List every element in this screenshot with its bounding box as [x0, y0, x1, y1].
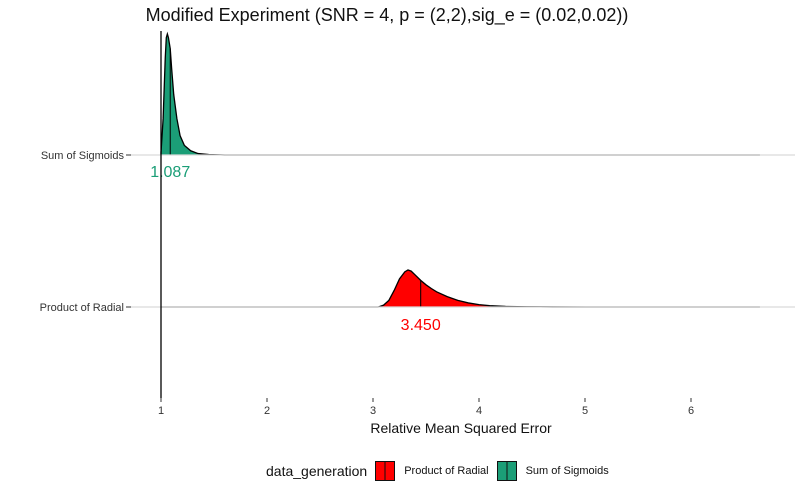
x-tick-label-1: 1: [158, 405, 164, 417]
x-tick-label-3: 3: [370, 405, 376, 417]
legend-label-product-of-radial: Product of Radial: [404, 465, 489, 477]
x-axis-title: Relative Mean Squared Error: [370, 420, 552, 436]
median-label-product-of-radial: 3.450: [401, 317, 441, 334]
x-tick-label-6: 6: [688, 405, 694, 417]
x-tick-label-2: 2: [264, 405, 270, 417]
density-outline-sum-of-sigmoids: [160, 31, 760, 156]
legend-key-product-of-radial: [375, 461, 396, 481]
chart-title: Modified Experiment (SNR = 4, p = (2,2),…: [145, 5, 629, 25]
legend-item-product-of-radial: Product of Radial: [375, 461, 489, 481]
legend-item-sum-of-sigmoids: Sum of Sigmoids: [496, 461, 609, 481]
y-tick-label-product-of-radial: Product of Radial: [40, 302, 124, 314]
ridge-layer: 1.087 3.450: [150, 31, 760, 334]
y-tick-label-sum-of-sigmoids: Sum of Sigmoids: [41, 150, 125, 162]
x-tick-label-4: 4: [476, 405, 482, 417]
x-tick-label-5: 5: [582, 405, 588, 417]
density-area-sum-of-sigmoids: [161, 34, 225, 155]
density-area-product-of-radial: [378, 270, 585, 307]
axis-layer: Product of Radial Sum of Sigmoids 1 2 3 4 5 6: [40, 31, 795, 417]
legend-label-sum-of-sigmoids: Sum of Sigmoids: [525, 465, 609, 477]
median-label-sum-of-sigmoids: 1.087: [150, 164, 190, 181]
legend: data_generation Product of Radial Sum of…: [266, 460, 617, 482]
density-outline-product-of-radial: [161, 269, 760, 308]
legend-key-sum-of-sigmoids: [496, 461, 517, 481]
legend-title: data_generation: [266, 463, 368, 479]
